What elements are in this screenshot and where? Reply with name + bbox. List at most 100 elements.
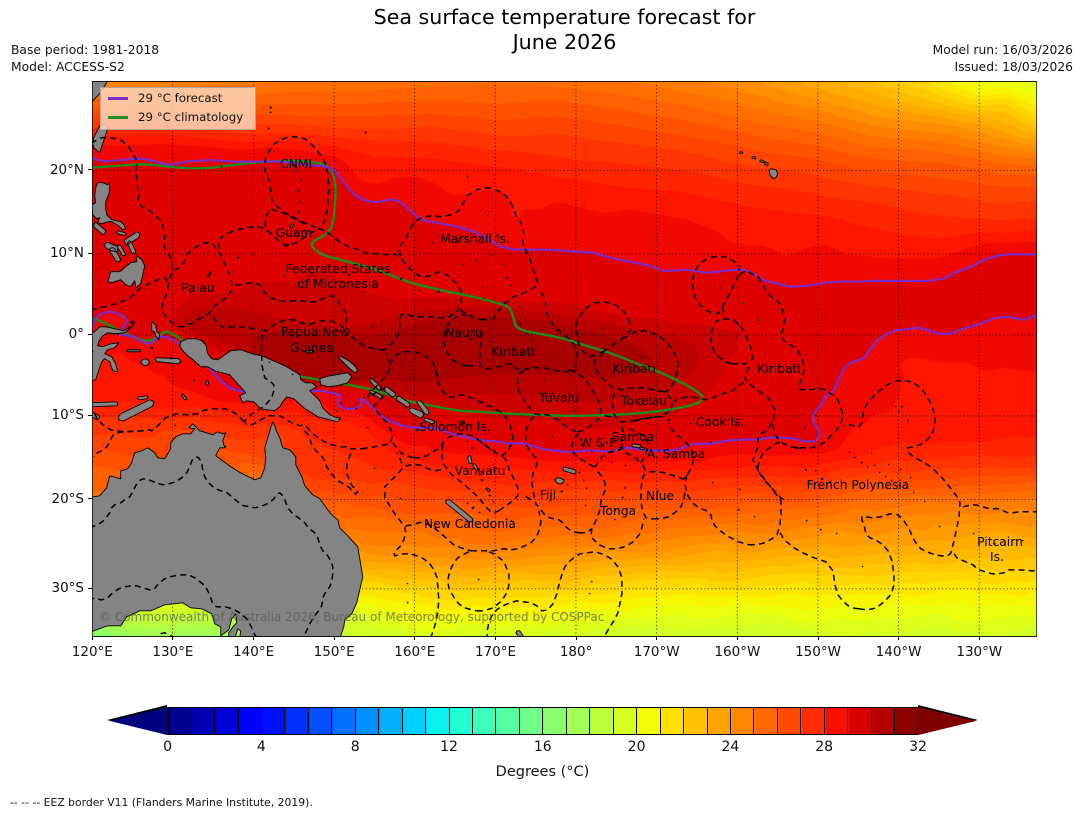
colorbar-segment-divider	[495, 706, 497, 735]
x-tick-mark	[736, 636, 738, 640]
forecast-line-swatch	[108, 97, 128, 100]
colorbar-segment-divider	[800, 706, 802, 735]
y-tick-label: 20°N	[49, 161, 84, 178]
x-tick-mark	[253, 636, 255, 640]
eez-boundary-nauru	[443, 313, 475, 367]
eez-boundary-guam	[264, 207, 306, 245]
eez-boundary-kiribati_p	[594, 329, 679, 393]
colorbar-segment-divider	[331, 706, 333, 735]
eez-boundary-cook	[673, 381, 782, 546]
eez-boundary-vanuatu	[441, 440, 519, 514]
eez-boundary-palau	[161, 241, 234, 327]
x-tick-label: 170°E	[474, 644, 517, 660]
map-label-fsm-1: Federated States	[285, 262, 391, 276]
eez-boundary-nz	[486, 550, 623, 637]
map-label-png-2: Guinea	[290, 341, 334, 355]
y-tick-mark	[88, 414, 93, 416]
legend-row-climatology: 29 °C climatology	[101, 110, 255, 124]
colorbar-segment-divider	[401, 706, 403, 735]
y-tick-mark	[88, 169, 93, 171]
colorbar-tick-label: 12	[440, 739, 458, 755]
eez-boundary-tuvalu	[517, 369, 602, 433]
map-label-guam: Guam	[275, 226, 313, 240]
map-label-samoa: Samoa	[611, 430, 655, 444]
colorbar-tick-label: 20	[627, 739, 646, 755]
climatology-29c-path	[92, 159, 705, 417]
map-label-pitcairn-2: Is.	[990, 550, 1004, 564]
copyright-note: © Commonwealth of Australia 2026, Bureau…	[99, 610, 605, 624]
map-label-niue: Niue	[646, 489, 674, 503]
eez-boundary-fiji	[525, 415, 593, 534]
eez-boundary-pitcairn	[953, 503, 1038, 575]
colorbar-tick-label: 8	[350, 739, 360, 755]
sst-map	[92, 80, 1038, 637]
eez-boundary-kiribati_g	[479, 289, 578, 372]
colorbar-segment-divider	[847, 706, 849, 735]
map-label-fiji: Fiji	[539, 488, 557, 502]
eez-boundary-niue	[640, 472, 686, 520]
map-frame	[92, 80, 1038, 637]
y-tick-mark	[88, 587, 93, 589]
x-tick-label: 150°W	[795, 644, 841, 660]
colorbar-segment-divider	[753, 706, 755, 735]
x-tick-mark	[91, 636, 93, 640]
eez-boundary-australia	[92, 407, 510, 637]
eez-boundary-wf	[571, 414, 624, 467]
colorbar-segment-divider	[214, 706, 215, 735]
colorbar-segment-divider	[894, 706, 895, 735]
y-tick-label: 30°S	[51, 580, 85, 596]
eez-boundary-newcal	[384, 463, 542, 552]
climatology-line-swatch	[108, 116, 128, 119]
eez-boundary-asamoa	[637, 415, 695, 480]
colorbar-segment-divider	[448, 706, 450, 735]
legend-row-forecast: 29 °C forecast	[101, 91, 255, 105]
map-label-cnmi: CNMI	[279, 157, 313, 171]
forecast-legend-label: 29 °C forecast	[138, 91, 223, 105]
eez-boundary-kiribati_l	[722, 269, 845, 449]
colorbar-segment-divider	[706, 706, 708, 735]
colorbar-axis-label: Degrees (°C)	[495, 764, 590, 780]
x-tick-mark	[978, 636, 980, 640]
y-tick-label: 0°	[68, 326, 84, 343]
x-tick-label: 180°	[559, 644, 593, 660]
colorbar-tick-label: 16	[533, 739, 552, 755]
eez-boundary-palmyra	[691, 255, 742, 314]
contour-legend: 29 °C forecast 29 °C climatology	[100, 87, 256, 130]
map-label-kiribati-3: Kiribati	[757, 362, 801, 376]
eez-boundaries	[92, 135, 1038, 637]
colorbar-segment-divider	[307, 706, 309, 735]
map-label-tokelau: Tokelau	[621, 394, 667, 408]
colorbar-segment-divider	[636, 706, 638, 735]
eez-boundary-fsm	[218, 225, 463, 350]
y-tick-label: 10°S	[51, 407, 85, 424]
colorbar-segment-divider	[565, 706, 567, 735]
colorbar-segment-divider	[260, 706, 262, 735]
map-label-tonga: Tonga	[599, 504, 637, 518]
eez-boundary-indonesia	[92, 276, 256, 433]
colorbar-tick-label: 32	[909, 739, 927, 755]
colorbar-segment-divider	[776, 706, 778, 735]
base-period: Base period: 1981-2018	[11, 43, 160, 57]
x-tick-mark	[575, 636, 577, 640]
colorbar-tick-label: 28	[815, 739, 834, 755]
map-label-fsm-2: of Micronesia	[297, 277, 379, 291]
eez-boundary-solomon	[390, 350, 514, 459]
colorbar-tick-label: 24	[721, 739, 740, 755]
x-tick-mark	[172, 636, 174, 640]
colorbar-segment-divider	[683, 706, 684, 735]
colorbar-segment-divider	[542, 706, 544, 735]
x-tick-label: 120°E	[71, 644, 113, 660]
y-tick-label: 10°N	[49, 245, 84, 262]
y-tick-label: 20°S	[51, 490, 85, 507]
model: Model: ACCESS-S2	[11, 59, 125, 74]
eez-boundary-jarvis	[710, 317, 754, 365]
colorbar-segment-divider	[612, 706, 614, 735]
issued: Issued: 18/03/2026	[954, 59, 1073, 74]
eez-boundary-cnmi	[264, 135, 330, 228]
map-label-png-1: Papua New	[280, 325, 350, 339]
forecast-29c-path	[92, 156, 1038, 453]
run-metadata-right: Model run: 16/03/2026 Issued: 18/03/2026	[933, 42, 1073, 75]
model-run: Model run: 16/03/2026	[932, 43, 1073, 57]
map-layers	[92, 80, 1038, 637]
eez-footnote: -- -- -- EEZ border V11 (Flanders Marine…	[10, 796, 313, 809]
